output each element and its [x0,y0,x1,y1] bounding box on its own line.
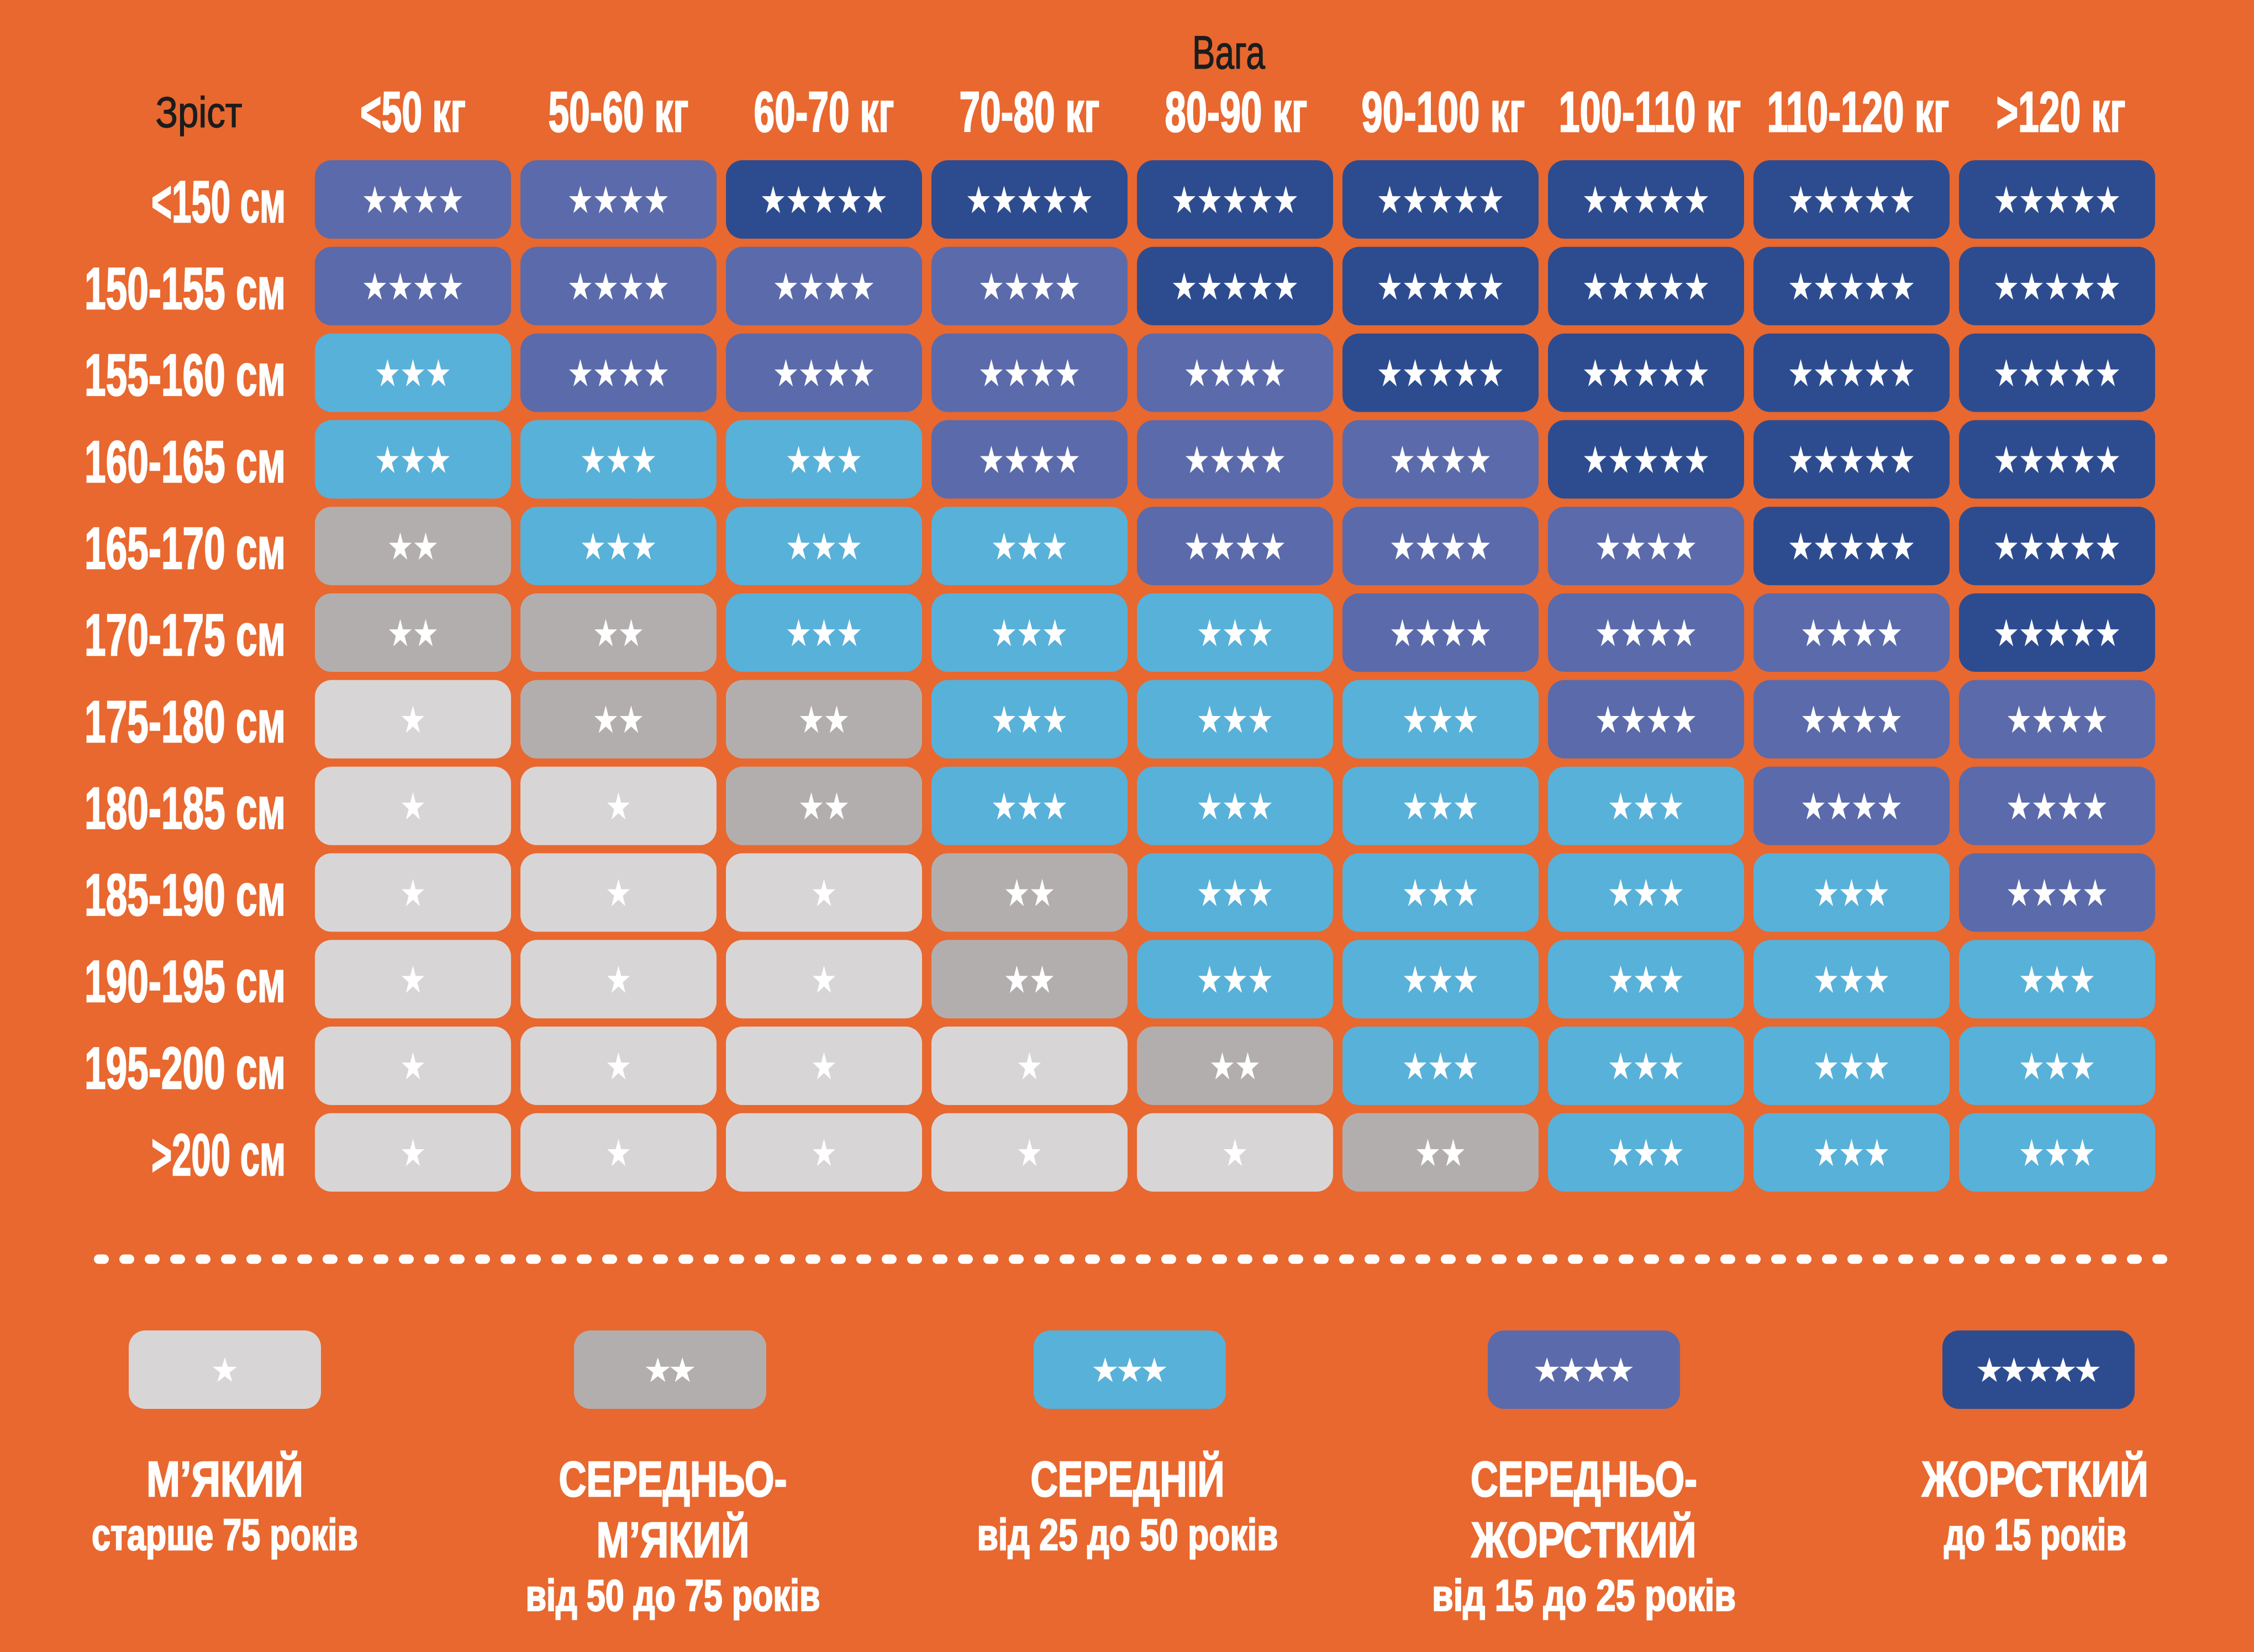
svg-text:СЕРЕДНІЙ: СЕРЕДНІЙ [1031,1450,1225,1507]
svg-text:170-175 см: 170-175 см [85,602,286,668]
svg-text:155-160 см: 155-160 см [85,342,286,408]
svg-text:ЖОРСТКИЙ: ЖОРСТКИЙ [1471,1511,1697,1568]
svg-text:ЖОРСТКИЙ: ЖОРСТКИЙ [1921,1450,2148,1507]
svg-text:Вага: Вага [1192,27,1265,78]
svg-text:100-110 кг: 100-110 кг [1559,80,1741,144]
svg-text:СЕРЕДНЬО-: СЕРЕДНЬО- [559,1452,787,1507]
svg-text:Зріст: Зріст [156,88,243,136]
svg-text:90-100 кг: 90-100 кг [1362,80,1525,144]
svg-text:СЕРЕДНЬО-: СЕРЕДНЬО- [1471,1452,1697,1507]
svg-text:80-90 кг: 80-90 кг [1165,80,1308,144]
svg-text:160-165 см: 160-165 см [85,428,286,494]
svg-text:60-70 кг: 60-70 кг [754,80,894,144]
svg-text:195-200 см: 195-200 см [85,1035,286,1101]
svg-text:190-195 см: 190-195 см [85,948,286,1014]
svg-text:від 15 до 25 років: від 15 до 25 років [1432,1571,1736,1620]
svg-text:70-80 кг: 70-80 кг [960,80,1100,144]
svg-text:від 25 до 50 років: від 25 до 50 років [977,1510,1278,1559]
svg-text:>200 см: >200 см [151,1122,286,1188]
svg-text:175-180 см: 175-180 см [85,688,286,755]
svg-text:150-155 см: 150-155 см [85,255,286,322]
svg-text:М’ЯКИЙ: М’ЯКИЙ [597,1511,750,1568]
svg-text:<50 кг: <50 кг [360,80,466,144]
svg-text:110-120 кг: 110-120 кг [1767,80,1950,144]
svg-text:М’ЯКИЙ: М’ЯКИЙ [146,1450,303,1507]
svg-text:старше 75 років: старше 75 років [92,1510,358,1559]
svg-text:185-190 см: 185-190 см [85,861,286,928]
svg-text:<150 см: <150 см [151,169,286,235]
svg-text:50-60 кг: 50-60 кг [549,80,689,144]
svg-text:від 50 до 75 років: від 50 до 75 років [526,1571,820,1620]
svg-text:до 15 років: до 15 років [1944,1510,2126,1559]
svg-text:>120 кг: >120 кг [1997,80,2126,144]
svg-text:165-170 см: 165-170 см [85,515,286,581]
svg-text:180-185 см: 180-185 см [85,775,286,841]
